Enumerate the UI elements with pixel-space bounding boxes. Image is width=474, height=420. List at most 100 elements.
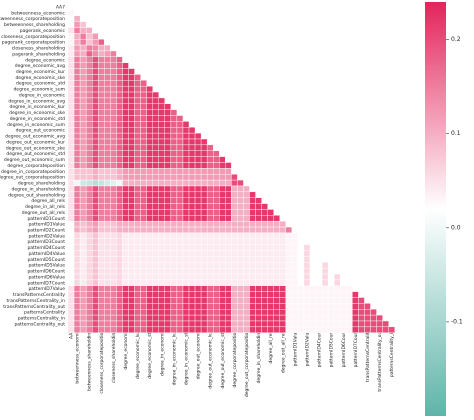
heatmap-cell xyxy=(170,174,178,181)
heatmap-cell xyxy=(291,250,299,257)
heatmap-cell xyxy=(158,309,166,316)
heatmap-cell xyxy=(85,156,93,163)
heatmap-cell xyxy=(122,220,129,228)
heatmap-cell xyxy=(158,174,166,181)
heatmap-cell xyxy=(273,250,280,257)
y-tick-label: patternID6Count xyxy=(27,269,65,275)
heatmap-cell xyxy=(231,291,238,298)
heatmap-cell xyxy=(79,33,87,40)
heatmap-cell xyxy=(73,85,81,93)
heatmap-cell xyxy=(376,320,383,328)
heatmap-cell xyxy=(128,91,135,99)
heatmap-cell xyxy=(128,127,135,134)
heatmap-cell xyxy=(194,185,202,193)
heatmap-cell xyxy=(79,179,87,187)
heatmap-cell xyxy=(212,168,220,175)
heatmap-cell xyxy=(309,309,317,316)
heatmap-cell xyxy=(200,285,208,292)
heatmap-cell xyxy=(382,320,389,328)
heatmap-cell xyxy=(237,232,244,239)
heatmap-cell xyxy=(128,97,135,104)
heatmap-cell xyxy=(79,97,87,104)
heatmap-cell xyxy=(285,232,293,239)
y-tick-label: patternsCentrality xyxy=(24,310,65,316)
heatmap-cell xyxy=(128,326,135,333)
heatmap-cell xyxy=(176,156,184,163)
heatmap-cell xyxy=(194,326,202,333)
heatmap-cell xyxy=(110,91,117,99)
heatmap-cell xyxy=(243,220,250,228)
heatmap-cell xyxy=(170,162,178,169)
heatmap-cell xyxy=(128,238,135,245)
heatmap-cell xyxy=(140,326,147,333)
heatmap-cell xyxy=(158,297,166,304)
heatmap-cell xyxy=(200,215,208,222)
heatmap-cell xyxy=(110,68,117,75)
heatmap-cell xyxy=(122,150,129,157)
heatmap-cell xyxy=(164,121,172,128)
heatmap-cell xyxy=(134,314,141,322)
heatmap-cell xyxy=(340,291,347,298)
heatmap-cell xyxy=(79,285,87,292)
heatmap-cell xyxy=(158,127,166,134)
heatmap-cell xyxy=(128,103,135,110)
heatmap-cell xyxy=(73,103,81,110)
heatmap-cell xyxy=(249,320,256,328)
x-tick-label: degree_out_economic xyxy=(196,329,202,379)
heatmap-cell xyxy=(206,191,214,198)
heatmap-cell xyxy=(370,326,377,333)
heatmap-cell xyxy=(122,156,129,163)
heatmap-cell xyxy=(91,132,99,140)
heatmap-cell xyxy=(146,285,153,292)
heatmap-cell xyxy=(243,262,250,269)
heatmap-cell xyxy=(134,244,141,251)
heatmap-cell xyxy=(346,314,353,322)
heatmap-cell xyxy=(104,250,111,257)
y-tick-label: degree_in_all_rels xyxy=(25,204,66,210)
heatmap-cell xyxy=(243,291,250,298)
heatmap-cell xyxy=(267,267,274,275)
heatmap-cell xyxy=(140,226,147,234)
heatmap-cell xyxy=(67,127,75,134)
heatmap-cell xyxy=(303,273,311,281)
heatmap-cell xyxy=(206,232,214,239)
heatmap-cell xyxy=(231,314,238,322)
heatmap-cell xyxy=(146,226,153,234)
heatmap-cell xyxy=(188,262,196,269)
heatmap-cell xyxy=(98,168,105,175)
heatmap-cell xyxy=(91,80,99,87)
heatmap-cell xyxy=(164,238,172,245)
heatmap-cell xyxy=(200,256,208,263)
heatmap-cell xyxy=(85,209,93,216)
heatmap-cell xyxy=(79,27,87,34)
heatmap-cell xyxy=(164,127,172,134)
heatmap-cell xyxy=(140,185,147,193)
heatmap-cell xyxy=(91,138,99,146)
heatmap-cell xyxy=(273,232,280,239)
y-tick-label: patternID5Count xyxy=(27,257,65,263)
heatmap-cell xyxy=(79,309,87,316)
heatmap-cell xyxy=(212,232,220,239)
heatmap-cell xyxy=(91,203,99,210)
heatmap-cell xyxy=(73,121,81,128)
heatmap-cell xyxy=(73,44,81,52)
heatmap-cell xyxy=(231,232,238,239)
heatmap-cell xyxy=(225,197,232,204)
heatmap-cell xyxy=(98,232,105,239)
heatmap-cell xyxy=(273,291,280,298)
heatmap-cell xyxy=(164,168,172,175)
heatmap-cell xyxy=(346,297,353,304)
heatmap-cell xyxy=(140,279,147,286)
heatmap-cell xyxy=(188,291,196,298)
heatmap-cell xyxy=(110,256,117,263)
heatmap-cell xyxy=(358,314,365,322)
heatmap-cell xyxy=(110,285,117,292)
heatmap-cell xyxy=(212,262,220,269)
heatmap-cell xyxy=(255,303,262,310)
heatmap-cell xyxy=(152,291,159,298)
heatmap-cell xyxy=(134,132,141,140)
heatmap-cell xyxy=(98,62,105,69)
heatmap-cell xyxy=(364,314,371,322)
heatmap-cell xyxy=(85,27,93,34)
heatmap-cell xyxy=(194,297,202,304)
